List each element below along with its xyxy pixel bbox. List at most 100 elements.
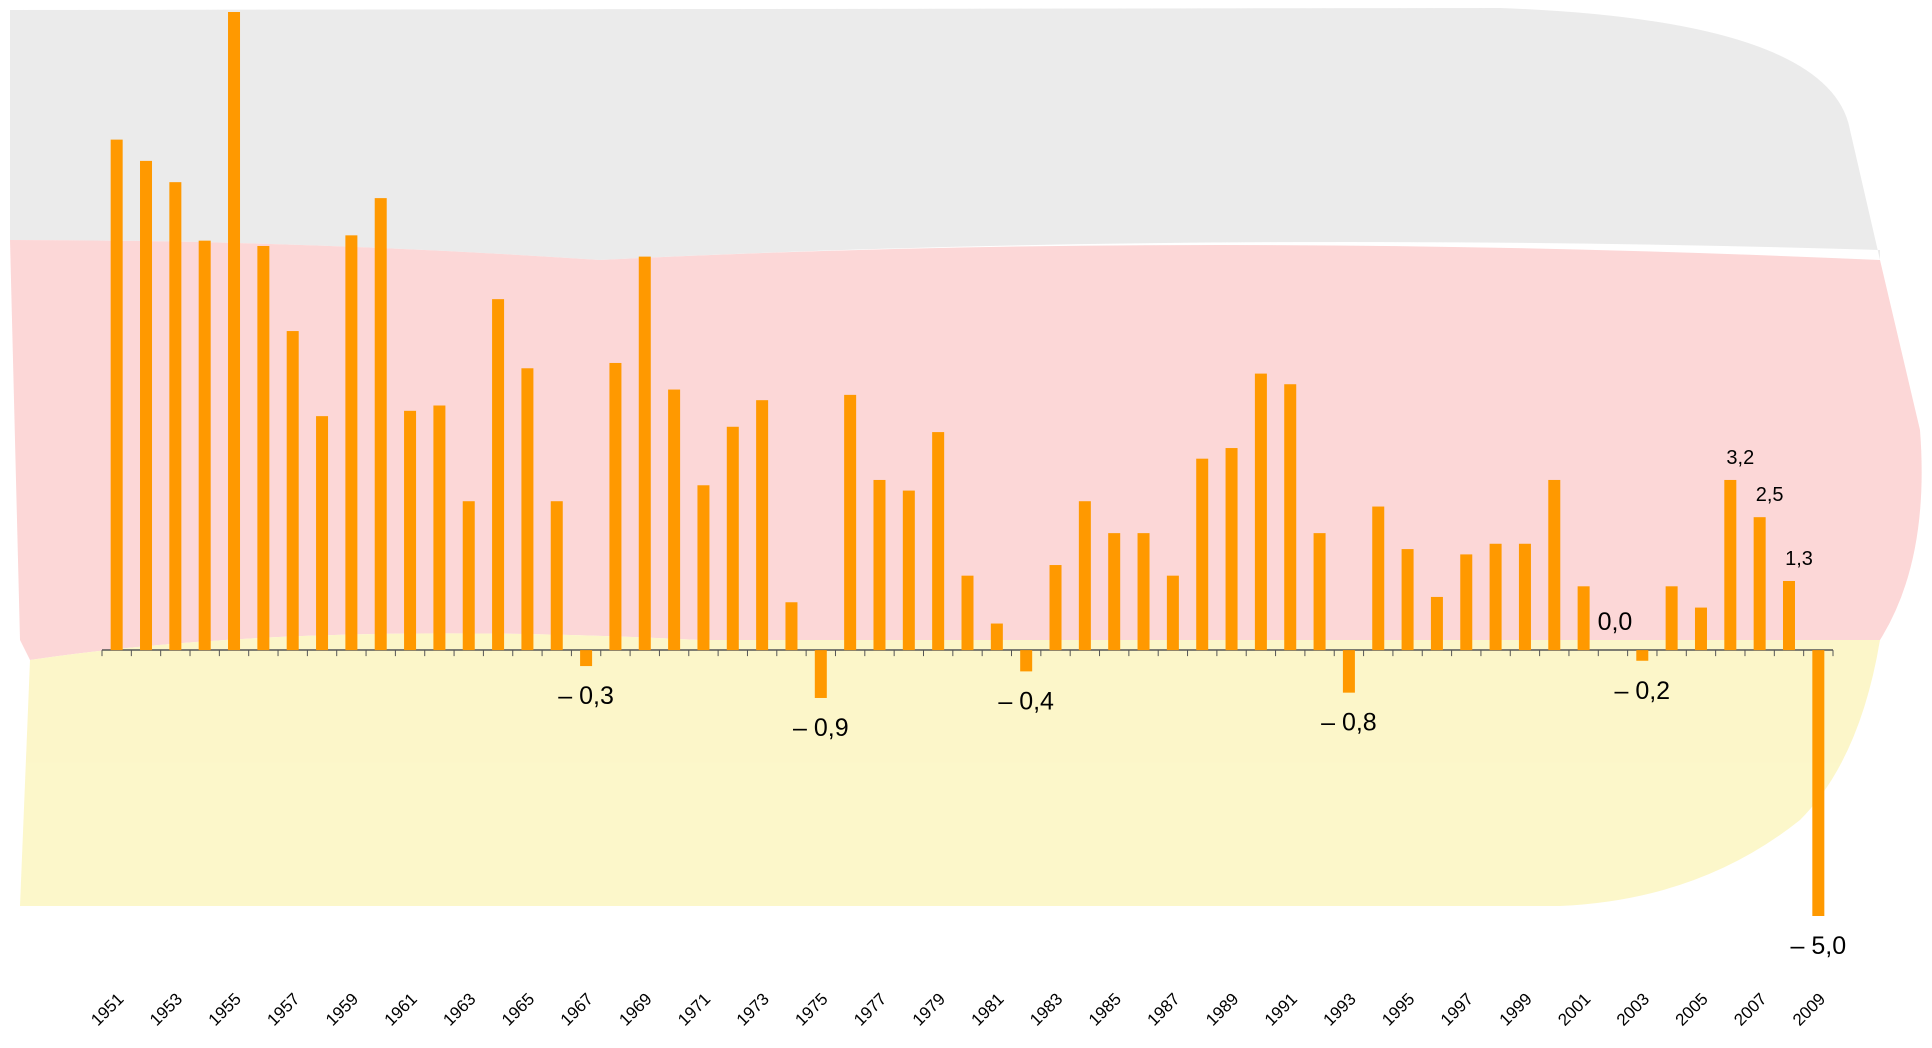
- x-tick-label: 1989: [1202, 989, 1242, 1029]
- x-tick-label: 1983: [1026, 989, 1066, 1029]
- x-tick-label: 1973: [733, 989, 773, 1029]
- value-label: 2,5: [1756, 484, 1784, 506]
- bar: [199, 241, 211, 650]
- bar: [228, 12, 240, 650]
- bar: [1636, 650, 1648, 661]
- x-tick-label: 1971: [674, 989, 714, 1029]
- bar: [668, 390, 680, 651]
- bar: [1666, 586, 1678, 650]
- bar: [1284, 384, 1296, 650]
- x-tick-label: 2001: [1554, 989, 1594, 1029]
- value-label: – 0,4: [998, 687, 1054, 715]
- bar: [1167, 576, 1179, 650]
- bar: [345, 235, 357, 650]
- bar: [1490, 544, 1502, 650]
- value-label: – 5,0: [1791, 932, 1847, 960]
- chart: 1951 1953 1955 1957 1959 1961 1963 1965 1967 – 0,…: [0, 0, 1932, 1048]
- bar: [785, 602, 797, 650]
- bar: [991, 624, 1003, 651]
- value-label: – 0,2: [1614, 677, 1670, 705]
- bar: [1695, 608, 1707, 651]
- x-tick-label: 1961: [381, 989, 421, 1029]
- bar: [463, 501, 475, 650]
- bar: [1724, 480, 1736, 650]
- bar: [1754, 517, 1766, 650]
- value-label: 1,3: [1785, 548, 1813, 570]
- bar: [521, 368, 533, 650]
- bar: [932, 432, 944, 650]
- x-tick-label: 2007: [1730, 989, 1770, 1029]
- bar: [111, 140, 123, 650]
- bar: [1812, 650, 1824, 916]
- bar: [903, 491, 915, 651]
- bar: [257, 246, 269, 650]
- bar: [1050, 565, 1062, 650]
- bar: [1372, 507, 1384, 651]
- bar: [404, 411, 416, 650]
- bar: [316, 416, 328, 650]
- bar: [609, 363, 621, 650]
- x-tick-label: 1991: [1261, 989, 1301, 1029]
- bar: [1020, 650, 1032, 671]
- bar: [1519, 544, 1531, 650]
- x-tick-label: 1955: [205, 989, 245, 1029]
- x-tick-label: 1977: [850, 989, 890, 1029]
- bar: [756, 400, 768, 650]
- bar: [1431, 597, 1443, 650]
- value-label: 3,2: [1726, 447, 1754, 469]
- bar: [1314, 533, 1326, 650]
- bar: [492, 299, 504, 650]
- x-tick-label: 1993: [1320, 989, 1360, 1029]
- x-tick-label: 1963: [439, 989, 479, 1029]
- bar: [1108, 533, 1120, 650]
- x-tick-label: 1959: [322, 989, 362, 1029]
- bar: [375, 198, 387, 650]
- bar: [169, 182, 181, 650]
- x-tick-label: 2009: [1789, 989, 1829, 1029]
- bar: [1079, 501, 1091, 650]
- x-tick-label: 1975: [791, 989, 831, 1029]
- x-tick-label: 1967: [557, 989, 597, 1029]
- bar: [697, 485, 709, 650]
- x-tick-label: 1997: [1437, 989, 1477, 1029]
- bar: [1255, 374, 1267, 651]
- x-tick-label: 2003: [1613, 989, 1653, 1029]
- value-label: – 0,3: [558, 682, 614, 710]
- flag-gold-band: [20, 633, 1880, 906]
- x-tick-label: 1987: [1144, 989, 1184, 1029]
- bar: [1548, 480, 1560, 650]
- bar: [580, 650, 592, 666]
- bar: [1460, 554, 1472, 650]
- value-label: – 0,8: [1321, 709, 1377, 737]
- x-tick-label: 1965: [498, 989, 538, 1029]
- value-label: – 0,9: [793, 714, 849, 742]
- x-tick-label: 2005: [1672, 989, 1712, 1029]
- x-tick-label: 1999: [1496, 989, 1536, 1029]
- flag-black-band: [10, 8, 1880, 260]
- bar: [844, 395, 856, 650]
- x-tick-label: 1969: [615, 989, 655, 1029]
- bar: [1138, 533, 1150, 650]
- bar: [287, 331, 299, 650]
- bar: [1402, 549, 1414, 650]
- bar: [140, 161, 152, 650]
- bar: [639, 257, 651, 651]
- bar: [1226, 448, 1238, 650]
- bar: [1578, 586, 1590, 650]
- bar: [1343, 650, 1355, 693]
- bar: [815, 650, 827, 698]
- x-tick-label: 1981: [967, 989, 1007, 1029]
- x-tick-label: 1953: [146, 989, 186, 1029]
- x-tick-label: 1995: [1378, 989, 1418, 1029]
- bar: [433, 406, 445, 651]
- bar: [727, 427, 739, 650]
- bar: [873, 480, 885, 650]
- x-tick-label: 1951: [87, 989, 127, 1029]
- bar: [1783, 581, 1795, 650]
- bar: [962, 576, 974, 650]
- bar: [551, 501, 563, 650]
- x-tick-label: 1985: [1085, 989, 1125, 1029]
- x-tick-label: 1957: [263, 989, 303, 1029]
- x-tick-label: 1979: [909, 989, 949, 1029]
- bar: [1196, 459, 1208, 650]
